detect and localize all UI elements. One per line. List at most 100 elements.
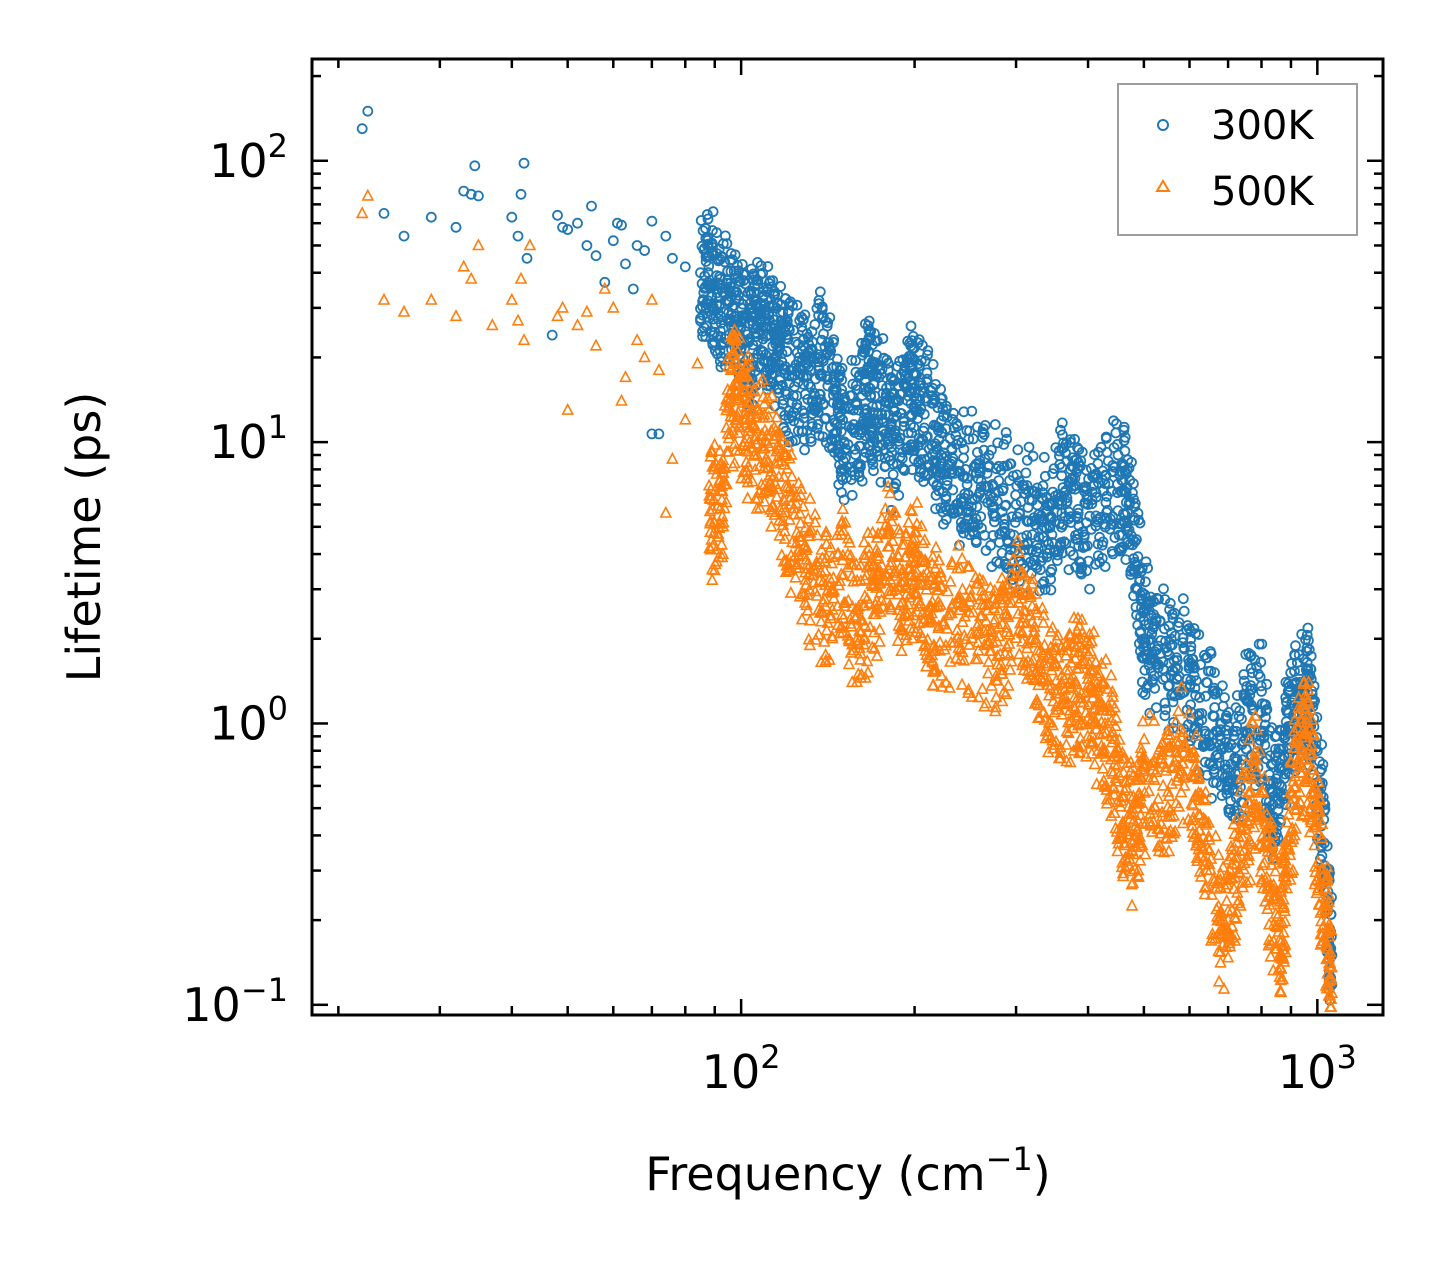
data-point <box>970 513 982 525</box>
data-point <box>706 301 717 313</box>
data-point <box>810 373 821 385</box>
data-point <box>775 548 789 561</box>
data-point <box>1225 919 1239 932</box>
data-point <box>882 476 894 488</box>
data-point <box>769 423 783 436</box>
data-point <box>901 597 915 610</box>
data-point <box>935 393 947 405</box>
data-point <box>1249 797 1263 811</box>
data-point <box>1001 433 1012 445</box>
data-point <box>915 553 929 566</box>
data-point <box>731 362 744 375</box>
data-point <box>1258 770 1271 783</box>
data-point <box>857 632 871 645</box>
data-point <box>1129 536 1141 548</box>
data-point <box>1169 796 1183 809</box>
data-point <box>1187 745 1201 758</box>
data-point <box>1192 770 1205 783</box>
data-point <box>1301 682 1315 696</box>
data-point <box>887 468 899 480</box>
data-point <box>1157 822 1171 835</box>
data-point <box>1281 759 1292 770</box>
data-point <box>832 578 846 591</box>
data-point <box>1129 514 1141 526</box>
data-point <box>362 105 374 117</box>
data-point <box>739 471 753 484</box>
data-point <box>1100 431 1112 443</box>
data-point <box>1084 583 1095 595</box>
data-point <box>1107 466 1118 477</box>
data-point <box>854 670 868 683</box>
data-point <box>1120 468 1132 480</box>
data-point <box>891 633 905 647</box>
data-point <box>653 428 665 440</box>
data-point <box>764 519 778 532</box>
data-point <box>517 333 531 346</box>
data-point <box>923 443 935 455</box>
data-point <box>699 281 711 293</box>
data-point <box>1258 855 1271 868</box>
data-point <box>1230 702 1242 714</box>
data-point <box>940 493 952 505</box>
data-point <box>713 443 727 457</box>
data-point <box>1204 758 1215 770</box>
data-point <box>778 531 792 544</box>
data-point <box>965 506 977 518</box>
data-point <box>782 308 794 319</box>
data-point <box>1302 675 1315 688</box>
data-point <box>881 382 892 394</box>
data-point <box>701 209 713 220</box>
data-point <box>934 463 946 475</box>
data-point <box>784 585 798 598</box>
data-point <box>1237 843 1251 856</box>
data-point <box>1322 974 1336 987</box>
data-point <box>1200 863 1214 876</box>
data-point <box>1102 455 1114 467</box>
data-point <box>1207 874 1221 887</box>
data-point <box>741 491 754 504</box>
data-point <box>1234 898 1247 911</box>
data-point <box>1021 530 1033 541</box>
data-point <box>921 367 933 379</box>
data-point <box>1166 609 1178 620</box>
data-point <box>1051 628 1065 641</box>
data-point <box>457 259 471 272</box>
data-point <box>896 369 907 381</box>
data-point <box>1117 541 1129 553</box>
data-point <box>1029 631 1042 644</box>
data-point <box>966 605 980 618</box>
data-point <box>1020 586 1034 599</box>
data-point <box>464 271 478 284</box>
data-point <box>882 508 896 521</box>
data-point <box>861 665 875 678</box>
data-point <box>1088 479 1099 491</box>
data-point <box>953 561 967 574</box>
data-point <box>1020 636 1034 649</box>
data-point <box>1084 736 1098 749</box>
data-point <box>1285 821 1299 834</box>
data-point <box>837 568 850 581</box>
data-point <box>616 219 627 231</box>
data-point <box>1151 791 1165 804</box>
data-point <box>911 369 922 381</box>
data-point <box>1070 705 1084 718</box>
data-point <box>774 374 786 386</box>
data-point <box>1262 820 1276 833</box>
data-point <box>896 408 907 419</box>
data-point <box>1279 768 1291 780</box>
data-point <box>831 353 843 365</box>
data-point <box>1031 710 1045 724</box>
data-point <box>1192 785 1205 798</box>
data-point <box>1044 499 1055 510</box>
data-point <box>801 557 814 570</box>
data-point <box>1199 817 1213 830</box>
data-point <box>511 313 525 326</box>
data-point <box>590 250 602 262</box>
data-point <box>1101 512 1113 524</box>
data-point <box>1316 739 1327 750</box>
data-point <box>854 612 867 625</box>
data-point <box>906 427 917 439</box>
data-point <box>1190 850 1204 864</box>
data-point <box>1204 933 1218 946</box>
data-point <box>956 582 969 595</box>
